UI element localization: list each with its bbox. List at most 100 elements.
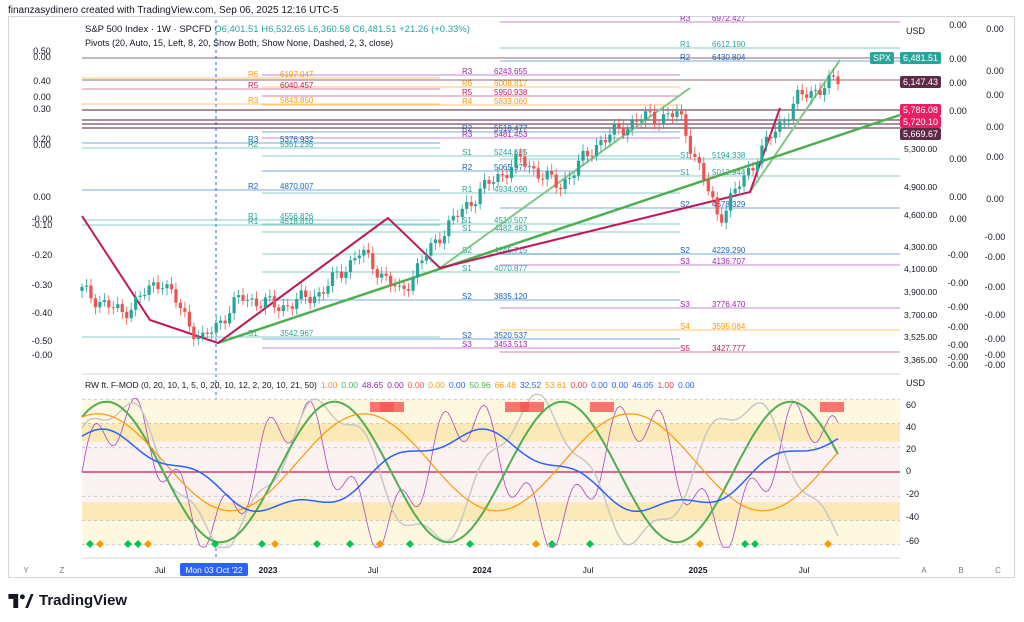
pivot-level: S3 (680, 300, 690, 309)
price-axis-label: 4,100.00 (904, 264, 937, 274)
price-tag[interactable]: 5,669.67 (900, 128, 942, 140)
right-scale-a-label: -0.00 (948, 302, 969, 312)
price-axis-label: 3,900.00 (904, 287, 937, 297)
osc-gray-line (81, 393, 839, 548)
right-scale-b-label: -0.00 (985, 350, 1006, 360)
signal-marker (466, 540, 474, 548)
candle-body (438, 239, 442, 244)
candle-body (733, 188, 737, 194)
candle-body (805, 94, 809, 98)
candle-body (572, 175, 576, 179)
left-axis-label: 0.50 (33, 46, 51, 56)
candle-body (219, 320, 223, 323)
price-tag[interactable]: 6,147.43 (900, 76, 942, 88)
candle-body (223, 320, 227, 324)
candle-body (313, 296, 317, 304)
candle-body (241, 295, 245, 301)
candle-body (254, 298, 259, 307)
candle-body (187, 311, 191, 327)
candle-body (250, 298, 254, 300)
left-axis-label: 0.20 (33, 134, 51, 144)
price-axis-label: 5,300.00 (904, 144, 937, 154)
candle-body (491, 182, 496, 184)
candle-body (196, 336, 200, 340)
candle-body (836, 76, 840, 85)
signal-marker (696, 540, 704, 548)
candle-body (831, 75, 836, 77)
price-legend: S&P 500 Index · 1W · SPCFD O6,401.51 H6,… (85, 24, 470, 35)
pivot-level: R2 (248, 140, 259, 149)
candle-body (679, 111, 684, 115)
candle-body (487, 180, 491, 184)
candle-body (612, 123, 616, 135)
currency-label: USD (906, 26, 926, 36)
high-value: 6,532.65 (268, 24, 306, 35)
candle-body (509, 167, 514, 179)
candle-body (693, 153, 697, 157)
zigzag-line[interactable] (81, 107, 781, 345)
candle-body (129, 309, 133, 319)
candle-body (353, 258, 357, 261)
trendline-3[interactable] (749, 59, 841, 193)
tradingview-logo: TradingView (8, 592, 127, 609)
oscillator-value: 50.96 (469, 380, 491, 390)
right-scale-b-label: 0.00 (986, 194, 1004, 204)
pivot-level: S2 (680, 246, 690, 255)
pivots-legend[interactable]: Pivots (20, Auto, 15, Left, 8, 20, Show … (85, 38, 394, 48)
osc-axis-label: 40 (906, 422, 916, 432)
pivot-value: 3835.120 (494, 292, 528, 301)
candle-body (827, 75, 831, 89)
candle-body (644, 111, 648, 121)
pivot-level: S1 (462, 216, 472, 225)
pivot-level: R1 (248, 217, 259, 226)
signal-cluster (520, 402, 544, 412)
left-axis-label: -0.50 (32, 336, 53, 346)
pivot-value: 6972.427 (712, 16, 746, 23)
pivot-value: 5843.850 (280, 96, 314, 105)
signal-marker (346, 540, 354, 548)
pivot-level: R2 (462, 163, 473, 172)
time-axis-label: 2025 (689, 565, 708, 575)
pivot-value: 6040.457 (280, 81, 314, 90)
left-axis-label: -0.20 (32, 250, 53, 260)
oscillator-value: 32.52 (519, 380, 542, 390)
osc-blue-line (81, 428, 839, 513)
time-axis-label: Jul (155, 565, 166, 575)
price-chart[interactable]: R6 6197.047 R5 6040.457 R3 5843.850 R3 5376.932… (8, 16, 1015, 578)
candle-body (415, 263, 420, 278)
pivot-level: S1 (680, 168, 690, 177)
price-tag[interactable]: 5,786.08 (900, 104, 942, 116)
candle-body (111, 307, 115, 309)
right-scale-b-label: -0.00 (985, 310, 1006, 320)
long-trendline[interactable] (217, 113, 901, 345)
pivot-value: 3542.967 (280, 329, 314, 338)
pivot-level: S1 (462, 148, 472, 157)
candle-body (720, 214, 724, 223)
time-axis-label: Jul (583, 565, 594, 575)
oscillator-name: RW ft. F-MOD (0, 20, 10, 1, 5, 0, 20, 10… (85, 380, 317, 390)
pivot-level: R6 (462, 79, 473, 88)
candle-body (746, 168, 751, 176)
pivot-value: 5481.453 (494, 130, 528, 139)
candle-body (769, 136, 773, 139)
candle-body (357, 255, 361, 259)
right-scale-b-label: 0.00 (986, 24, 1004, 34)
oscillator-legend[interactable]: RW ft. F-MOD (0, 20, 10, 1, 5, 0, 20, 10… (85, 380, 703, 390)
candle-body (402, 285, 406, 289)
symbol-tag[interactable]: SPX (870, 52, 895, 64)
candle-body (465, 202, 469, 209)
candle-body (160, 288, 165, 290)
candle-body (630, 120, 634, 130)
close-value: 6,481.51 (359, 24, 397, 35)
signal-cluster (590, 402, 614, 412)
osc-band-upper (82, 423, 900, 442)
candle-body (648, 111, 652, 113)
price-tag[interactable]: 6,481.51 (900, 52, 942, 64)
candle-body (433, 239, 437, 244)
time-axis-label: Jul (368, 565, 379, 575)
candle-body (138, 295, 142, 297)
candles (80, 68, 840, 347)
price-tag[interactable]: 5,720.10 (900, 116, 942, 128)
pivot-value: 4556.826 (280, 212, 314, 221)
candle-body (295, 299, 299, 309)
